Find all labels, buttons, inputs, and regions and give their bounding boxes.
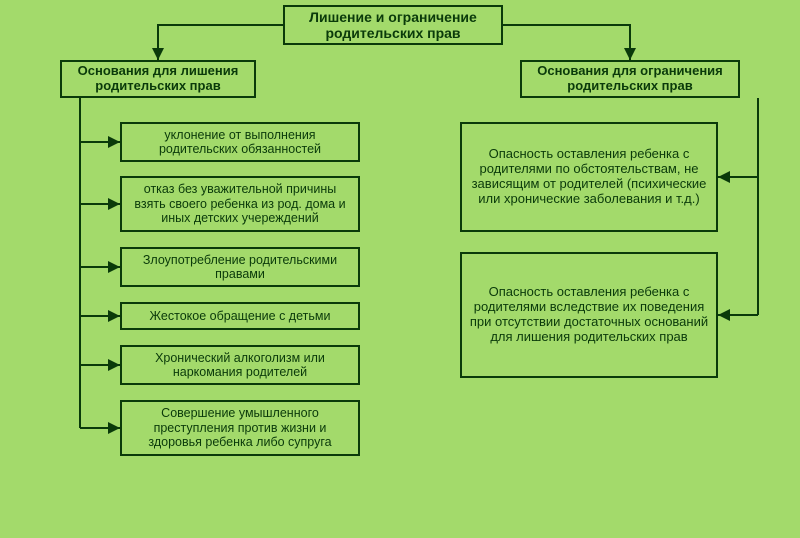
title-text: Лишение и ограничение родительских прав [291, 9, 495, 41]
left-item-box: Хронический алкоголизм или наркомания ро… [120, 345, 360, 385]
title-box: Лишение и ограничение родительских прав [283, 5, 503, 45]
left-item-text: уклонение от выполнения родительских обя… [128, 128, 352, 157]
right-item-box: Опасность оставления ребенка с родителям… [460, 252, 718, 378]
left-item-text: Совершение умышленного преступления прот… [128, 406, 352, 449]
left-header-box: Основания для лишения родительских прав [60, 60, 256, 98]
left-item-box: Злоупотребление родительскими правами [120, 247, 360, 287]
left-item-box: отказ без уважительной причины взять сво… [120, 176, 360, 232]
left-header-text: Основания для лишения родительских прав [68, 64, 248, 94]
right-header-box: Основания для ограничения родительских п… [520, 60, 740, 98]
left-item-text: Хронический алкоголизм или наркомания ро… [128, 351, 352, 380]
right-item-box: Опасность оставления ребенка с родителям… [460, 122, 718, 232]
connector-line [158, 25, 283, 60]
right-header-text: Основания для ограничения родительских п… [528, 64, 732, 94]
left-item-text: отказ без уважительной причины взять сво… [128, 182, 352, 225]
left-item-box: Совершение умышленного преступления прот… [120, 400, 360, 456]
right-item-text: Опасность оставления ребенка с родителям… [468, 147, 710, 207]
left-item-text: Злоупотребление родительскими правами [128, 253, 352, 282]
left-item-box: Жестокое обращение с детьми [120, 302, 360, 330]
left-item-text: Жестокое обращение с детьми [150, 309, 331, 323]
right-item-text: Опасность оставления ребенка с родителям… [468, 285, 710, 345]
connector-line [503, 25, 630, 60]
left-item-box: уклонение от выполнения родительских обя… [120, 122, 360, 162]
